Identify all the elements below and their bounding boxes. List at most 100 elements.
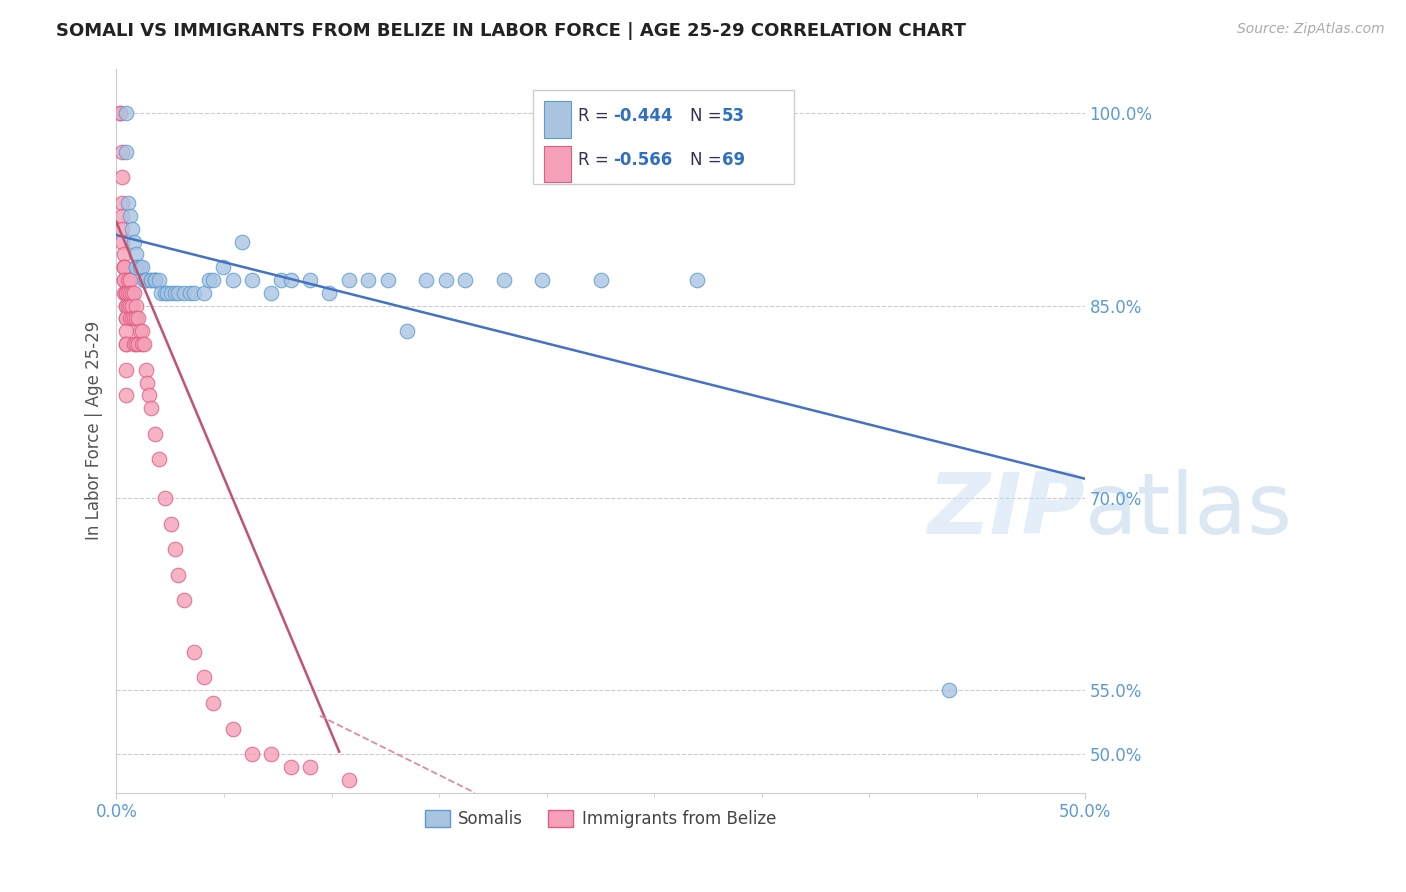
Point (111, 145, 134, 159)
Point (148, 452, 170, 467)
Point (112, 260, 135, 275)
Point (135, 273, 157, 287)
Point (260, 747, 283, 762)
Point (183, 285, 205, 300)
Point (135, 362, 157, 376)
Point (112, 260, 135, 275)
Point (193, 670, 215, 684)
Y-axis label: In Labor Force | Age 25-29: In Labor Force | Age 25-29 (86, 321, 103, 541)
Point (132, 273, 155, 287)
Point (125, 260, 148, 275)
Text: N =: N = (689, 107, 727, 125)
Point (111, 196, 134, 211)
Point (148, 273, 170, 287)
Point (231, 235, 253, 249)
Text: ZIP: ZIP (927, 469, 1084, 552)
Point (179, 285, 201, 300)
Point (686, 273, 709, 287)
Point (318, 285, 340, 300)
Point (163, 542, 186, 557)
Text: 53: 53 (721, 107, 745, 125)
Point (159, 516, 181, 531)
Point (110, 106, 132, 120)
Point (115, 285, 138, 300)
Point (111, 209, 134, 223)
Point (122, 311, 145, 326)
Point (122, 285, 145, 300)
Point (118, 273, 141, 287)
Point (115, 311, 138, 326)
Point (260, 285, 283, 300)
Point (125, 311, 148, 326)
Point (115, 145, 138, 159)
Point (121, 285, 143, 300)
Point (125, 337, 148, 351)
Point (156, 285, 179, 300)
Point (115, 388, 138, 402)
Point (112, 273, 135, 287)
Point (132, 337, 155, 351)
Point (115, 299, 138, 313)
Point (270, 273, 292, 287)
Point (127, 311, 149, 326)
Point (115, 299, 138, 313)
Point (415, 273, 437, 287)
FancyBboxPatch shape (533, 90, 794, 185)
Point (117, 273, 139, 287)
Point (128, 260, 150, 275)
Point (221, 273, 243, 287)
Point (153, 285, 176, 300)
Point (111, 170, 134, 185)
Point (125, 247, 148, 261)
Point (173, 285, 195, 300)
Point (118, 209, 141, 223)
Point (143, 273, 166, 287)
Point (240, 273, 263, 287)
FancyBboxPatch shape (544, 145, 571, 182)
Point (141, 273, 163, 287)
Text: SOMALI VS IMMIGRANTS FROM BELIZE IN LABOR FORCE | AGE 25-29 CORRELATION CHART: SOMALI VS IMMIGRANTS FROM BELIZE IN LABO… (56, 22, 966, 40)
Point (121, 221, 143, 235)
Point (280, 760, 302, 774)
Point (115, 285, 138, 300)
Point (299, 760, 322, 774)
Point (135, 273, 157, 287)
Point (122, 337, 145, 351)
Point (131, 260, 153, 275)
Point (122, 235, 145, 249)
Point (112, 260, 135, 275)
Point (198, 273, 221, 287)
Point (131, 324, 153, 338)
Point (193, 285, 215, 300)
FancyBboxPatch shape (544, 102, 571, 137)
Point (121, 299, 143, 313)
Point (112, 247, 135, 261)
Point (117, 196, 139, 211)
Point (150, 285, 173, 300)
Point (121, 311, 143, 326)
Point (531, 273, 554, 287)
Point (173, 593, 195, 607)
Point (141, 273, 163, 287)
Point (111, 235, 134, 249)
Point (454, 273, 477, 287)
Point (115, 324, 138, 338)
Text: Source: ZipAtlas.com: Source: ZipAtlas.com (1237, 22, 1385, 37)
Point (159, 285, 181, 300)
Point (280, 273, 302, 287)
Point (127, 337, 149, 351)
Point (131, 337, 153, 351)
Point (167, 285, 190, 300)
Point (377, 273, 399, 287)
Text: atlas: atlas (1084, 469, 1292, 552)
Text: -0.566: -0.566 (613, 152, 672, 169)
Point (395, 324, 418, 338)
Point (240, 747, 263, 762)
Point (118, 285, 141, 300)
Point (118, 299, 141, 313)
Point (138, 388, 160, 402)
Text: R =: R = (578, 107, 614, 125)
Point (125, 299, 148, 313)
Legend: Somalis, Immigrants from Belize: Somalis, Immigrants from Belize (419, 804, 783, 835)
Point (153, 491, 176, 505)
